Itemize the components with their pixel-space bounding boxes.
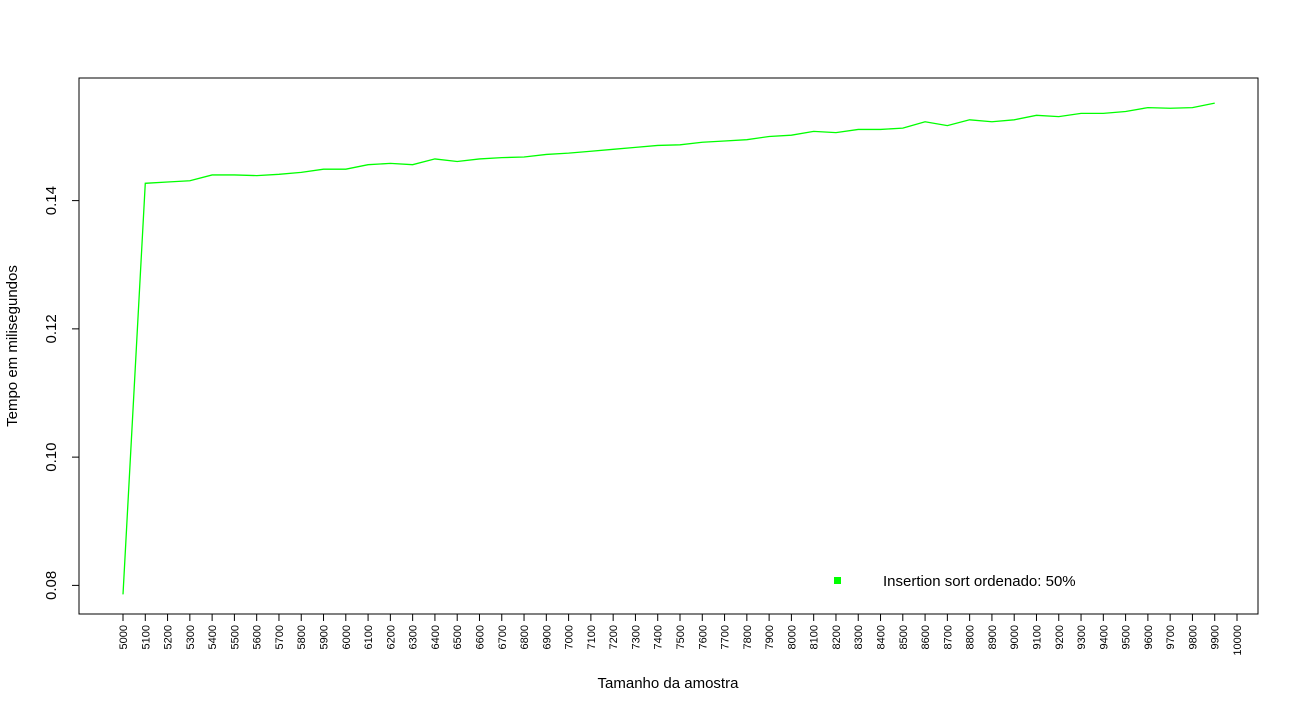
x-tick-label: 7600	[697, 625, 709, 649]
x-tick-label: 5200	[163, 625, 175, 649]
x-tick-label: 8200	[831, 625, 843, 649]
x-tick-label: 9700	[1165, 625, 1177, 649]
x-tick-label: 8100	[809, 625, 821, 649]
x-tick-label: 6400	[430, 625, 442, 649]
x-tick-label: 6600	[474, 625, 486, 649]
y-tick-label: 0.08	[43, 571, 60, 600]
y-tick-label: 0.10	[43, 443, 60, 472]
x-tick-label: 6500	[452, 625, 464, 649]
legend: Insertion sort ordenado: 50%	[834, 573, 1076, 590]
x-tick-label: 8900	[987, 625, 999, 649]
x-tick-label: 7100	[586, 625, 598, 649]
x-tick-label: 6000	[341, 625, 353, 649]
x-tick-label: 9000	[1009, 625, 1021, 649]
y-tick-label: 0.14	[43, 186, 60, 215]
x-axis: 5000 5100 5200 5300 5400 5500 5600 5700 5800 5900…	[118, 613, 1244, 656]
x-tick-label: 5900	[319, 625, 331, 649]
x-tick-label: 8800	[965, 625, 977, 649]
x-tick-label: 7800	[742, 625, 754, 649]
x-tick-label: 8700	[942, 625, 954, 649]
x-tick-label: 6300	[408, 625, 420, 649]
x-tick-label: 9200	[1054, 625, 1066, 649]
x-tick-label: 7900	[764, 625, 776, 649]
x-tick-label: 7400	[653, 625, 665, 649]
x-tick-label: 5300	[185, 625, 197, 649]
x-tick-label: 5400	[207, 625, 219, 649]
x-tick-label: 9300	[1076, 625, 1088, 649]
x-tick-label: 5000	[118, 625, 130, 649]
x-tick-label: 5500	[229, 625, 241, 649]
x-tick-label: 7200	[608, 625, 620, 649]
x-tick-label: 9100	[1031, 625, 1043, 649]
x-tick-label: 10000	[1232, 625, 1244, 656]
x-tick-label: 5100	[140, 625, 152, 649]
x-tick-label: 9400	[1098, 625, 1110, 649]
x-tick-label: 6700	[497, 625, 509, 649]
x-axis-title: Tamanho da amostra	[598, 675, 740, 692]
x-tick-label: 8600	[920, 625, 932, 649]
x-tick-label: 9800	[1187, 625, 1199, 649]
y-axis-title: Tempo em milisegundos	[4, 265, 21, 427]
x-tick-label: 7000	[564, 625, 576, 649]
series-line	[122, 102, 1215, 595]
x-tick-label: 8000	[786, 625, 798, 649]
plot-frame	[78, 77, 1259, 615]
x-tick-label: 8500	[898, 625, 910, 649]
y-tick-label: 0.12	[43, 314, 60, 343]
x-tick-label: 7300	[630, 625, 642, 649]
x-tick-label: 6800	[519, 625, 531, 649]
y-axis: 0.08 0.10 0.12 0.14	[43, 186, 80, 600]
series-layer	[122, 102, 1215, 595]
x-tick-label: 8400	[876, 625, 888, 649]
x-tick-label: 6900	[541, 625, 553, 649]
x-tick-label: 6100	[363, 625, 375, 649]
legend-marker	[834, 577, 841, 584]
x-tick-label: 5800	[296, 625, 308, 649]
x-tick-label: 7700	[720, 625, 732, 649]
x-tick-label: 9900	[1210, 625, 1222, 649]
legend-label: Insertion sort ordenado: 50%	[883, 573, 1076, 590]
x-tick-label: 9600	[1143, 625, 1155, 649]
x-tick-label: 7500	[675, 625, 687, 649]
x-tick-label: 8300	[853, 625, 865, 649]
x-tick-label: 5700	[274, 625, 286, 649]
x-tick-label: 9500	[1121, 625, 1133, 649]
x-tick-label: 6200	[385, 625, 397, 649]
x-tick-label: 5600	[252, 625, 264, 649]
